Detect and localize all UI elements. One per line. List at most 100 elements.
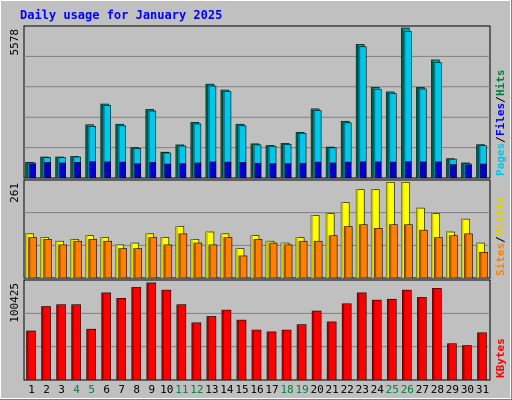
bar-hits-shade xyxy=(250,143,253,178)
bar-sites-shade xyxy=(223,237,226,278)
bar-sites-shade xyxy=(329,235,332,278)
bar-kbytes-shade xyxy=(131,287,134,380)
x-tick-label: 1 xyxy=(28,383,35,396)
bar-sites-shade xyxy=(238,255,241,278)
bar-files-shade xyxy=(403,31,406,179)
bar-kbytes-shade xyxy=(372,300,375,380)
legend-visits: Visits xyxy=(494,196,507,236)
bar-pages-shade xyxy=(315,162,318,178)
bar-sites-shade xyxy=(73,241,76,278)
bar-files-shade xyxy=(373,89,376,178)
x-tick-label: 23 xyxy=(356,383,369,396)
x-tick-label: 24 xyxy=(371,383,385,396)
bar-kbytes-shade xyxy=(26,331,29,380)
bar-files-shade xyxy=(192,123,195,178)
bar-visits-shade xyxy=(311,215,314,278)
x-tick-label: 3 xyxy=(58,383,65,396)
bar-sites xyxy=(148,237,158,279)
bar-hits-shade xyxy=(190,122,193,178)
bar-pages-shade xyxy=(405,161,408,178)
bar-sites-shade xyxy=(464,233,467,278)
x-tick-label: 8 xyxy=(133,383,140,396)
bar-kbytes xyxy=(191,322,202,381)
bar-sites-shade xyxy=(133,248,136,278)
bar-kbytes xyxy=(447,343,457,381)
bar-kbytes-shade xyxy=(387,299,390,380)
bar-hits-shade xyxy=(70,156,73,178)
bar-sites-shade xyxy=(103,241,106,278)
bar-hits-shade xyxy=(100,104,103,178)
panel-max-label: 5578 xyxy=(8,29,21,56)
bar-hits-shade xyxy=(160,152,163,178)
bar-sites xyxy=(449,235,458,279)
bar-kbytes-shade xyxy=(402,290,405,380)
bar-sites-shade xyxy=(43,239,46,278)
bar-sites-shade xyxy=(389,224,392,278)
bar-kbytes-shade xyxy=(41,306,44,380)
bar-sites-shade xyxy=(193,243,196,278)
bar-kbytes xyxy=(462,345,472,381)
bar-pages xyxy=(314,161,322,179)
bar-kbytes xyxy=(41,306,51,381)
bar-pages xyxy=(209,161,217,179)
bar-hits-shade xyxy=(461,162,464,178)
bar-visits-shade xyxy=(100,237,103,278)
panels: 5578Pages/Files/Hits261Sites/Visits10042… xyxy=(8,25,507,381)
x-tick-label: 11 xyxy=(175,383,188,396)
bar-kbytes xyxy=(477,332,487,381)
bar-sites xyxy=(404,224,413,279)
bar-sites xyxy=(253,239,263,279)
bar-sites xyxy=(388,224,398,279)
bar-hits-shade xyxy=(431,59,434,179)
bar-visits-shade xyxy=(85,235,88,278)
bar-pages xyxy=(104,161,111,179)
bar-pages xyxy=(299,162,307,179)
bar-pages-shade xyxy=(104,161,107,178)
bar-kbytes-shade xyxy=(191,322,194,380)
bar-pages-shade xyxy=(119,162,122,178)
bar-pages-shade xyxy=(209,161,212,178)
bar-hits-shade xyxy=(130,147,133,178)
bar-pages-shade xyxy=(450,164,453,178)
bar-kbytes xyxy=(131,287,142,381)
bar-files-shade xyxy=(42,157,45,178)
bar-kbytes xyxy=(26,330,36,381)
bar-sites xyxy=(434,237,443,279)
bar-kbytes-shade xyxy=(176,304,179,380)
bar-pages xyxy=(134,163,142,179)
bar-pages xyxy=(480,163,487,179)
bar-pages-shade xyxy=(345,162,348,178)
bar-visits-shade xyxy=(416,208,419,278)
bar-kbytes-shade xyxy=(56,304,59,380)
bar-pages xyxy=(194,162,202,179)
bar-visits-shade xyxy=(175,226,178,278)
bar-visits-shade xyxy=(371,189,374,278)
bar-sites xyxy=(419,229,428,279)
bar-pages xyxy=(44,162,51,179)
chart-title: Daily usage for January 2025 xyxy=(20,8,222,22)
bar-pages xyxy=(224,161,232,179)
bar-kbytes xyxy=(402,289,412,381)
bar-pages xyxy=(359,161,367,179)
bar-sites xyxy=(479,251,488,279)
bar-sites xyxy=(373,228,383,279)
bar-visits-shade xyxy=(341,202,344,278)
bar-pages xyxy=(450,164,457,179)
bar-kbytes-shade xyxy=(146,282,149,380)
bar-pages xyxy=(89,161,96,179)
bar-files-shade xyxy=(268,146,271,178)
bar-pages-shade xyxy=(164,164,167,178)
bar-pages-shade xyxy=(29,164,32,178)
x-tick-label: 4 xyxy=(73,383,80,396)
bar-sites-shade xyxy=(253,239,256,278)
bar-sites xyxy=(43,239,52,279)
bar-files-shade xyxy=(117,125,120,178)
bar-kbytes-shade xyxy=(447,343,450,380)
bar-pages xyxy=(119,161,126,179)
bar-sites-shade xyxy=(88,239,91,278)
x-tick-label: 16 xyxy=(250,383,263,396)
bar-hits-shade xyxy=(266,145,269,178)
bar-pages xyxy=(149,162,157,179)
bar-pages-shade xyxy=(390,162,393,178)
bar-pages-shade xyxy=(239,162,242,178)
